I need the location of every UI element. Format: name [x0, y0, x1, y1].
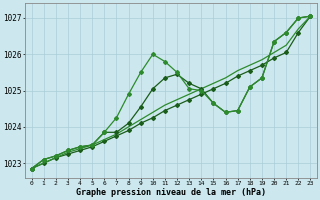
X-axis label: Graphe pression niveau de la mer (hPa): Graphe pression niveau de la mer (hPa) [76, 188, 266, 197]
